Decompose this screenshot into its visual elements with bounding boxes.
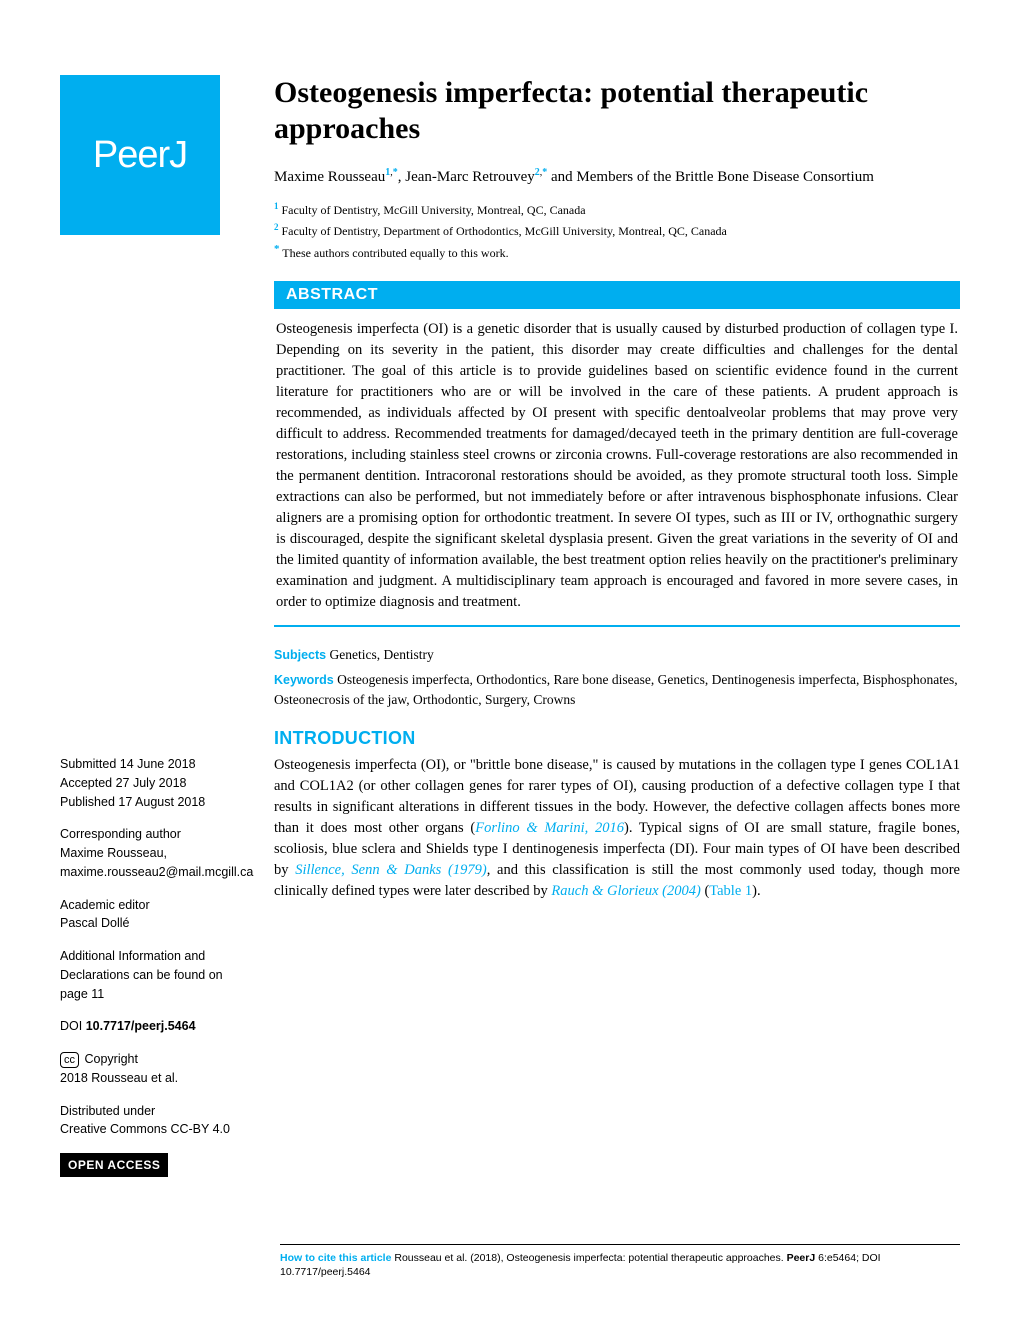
main-content: Osteogenesis imperfecta: potential thera… <box>274 75 960 1191</box>
intro-text-5: ). <box>752 883 760 899</box>
keywords-label: Keywords <box>274 673 334 687</box>
abstract-text: Osteogenesis imperfecta (OI) is a geneti… <box>274 309 960 627</box>
introduction-paragraph: Osteogenesis imperfecta (OI), or "brittl… <box>274 755 960 902</box>
academic-editor-label: Academic editor <box>60 896 250 915</box>
author-2: Jean-Marc Retrouvey <box>405 169 535 185</box>
intro-text-4: ( <box>701 883 709 899</box>
authors-list: Maxime Rousseau1,*, Jean-Marc Retrouvey2… <box>274 165 960 189</box>
table-link-1[interactable]: Table 1 <box>709 883 752 899</box>
citation-link-1[interactable]: Forlino & Marini, 2016 <box>475 820 624 836</box>
license-link[interactable]: Creative Commons CC-BY 4.0 <box>60 1120 250 1139</box>
abstract-heading: ABSTRACT <box>274 281 960 309</box>
open-access-badge: OPEN ACCESS <box>60 1153 168 1177</box>
submitted-date: 14 June 2018 <box>120 757 196 771</box>
published-label: Published <box>60 795 118 809</box>
academic-editor-name: Pascal Dollé <box>60 914 250 933</box>
doi-label: DOI <box>60 1019 86 1033</box>
footer-label: How to cite this article <box>280 1252 394 1264</box>
subjects-text: Genetics, Dentistry <box>326 647 434 662</box>
article-metadata: Submitted 14 June 2018 Accepted 27 July … <box>60 755 250 1177</box>
additional-info[interactable]: Additional Information and Declarations … <box>60 947 250 1003</box>
journal-logo: PeerJ <box>60 75 220 235</box>
corresponding-author-name: Maxime Rousseau, <box>60 844 250 863</box>
accepted-label: Accepted <box>60 776 116 790</box>
citation-link-3[interactable]: Rauch & Glorieux (2004) <box>551 883 700 899</box>
corresponding-author-email[interactable]: maxime.rousseau2@mail.mcgill.ca <box>60 863 250 882</box>
corresponding-author-label: Corresponding author <box>60 825 250 844</box>
published-date: 17 August 2018 <box>118 795 205 809</box>
keywords-text: Osteogenesis imperfecta, Orthodontics, R… <box>274 672 958 707</box>
copyright-text: 2018 Rousseau et al. <box>60 1069 250 1088</box>
equal-contribution: These authors contributed equally to thi… <box>280 246 509 260</box>
footer-journal: PeerJ <box>787 1252 819 1264</box>
citation-footer: How to cite this article Rousseau et al.… <box>280 1244 960 1280</box>
author-1: Maxime Rousseau <box>274 169 385 185</box>
sidebar: PeerJ Submitted 14 June 2018 Accepted 27… <box>60 75 250 1191</box>
affiliation-1: Faculty of Dentistry, McGill University,… <box>279 203 586 217</box>
affiliations: 1 Faculty of Dentistry, McGill Universit… <box>274 199 960 264</box>
introduction-heading: INTRODUCTION <box>274 728 960 749</box>
consortium-name: and Members of the Brittle Bone Disease … <box>547 169 874 185</box>
doi-link[interactable]: 10.7717/peerj.5464 <box>86 1019 196 1033</box>
cc-icon: cc <box>60 1052 79 1068</box>
affiliation-2: Faculty of Dentistry, Department of Orth… <box>279 224 727 238</box>
article-title: Osteogenesis imperfecta: potential thera… <box>274 75 960 147</box>
accepted-date: 27 July 2018 <box>116 776 187 790</box>
submitted-label: Submitted <box>60 757 120 771</box>
citation-link-2[interactable]: Sillence, Senn & Danks (1979) <box>295 862 486 878</box>
distributed-label: Distributed under <box>60 1102 250 1121</box>
subjects-label: Subjects <box>274 648 326 662</box>
footer-citation: Rousseau et al. (2018), Osteogenesis imp… <box>394 1252 786 1264</box>
copyright-label: Copyright <box>81 1052 138 1066</box>
